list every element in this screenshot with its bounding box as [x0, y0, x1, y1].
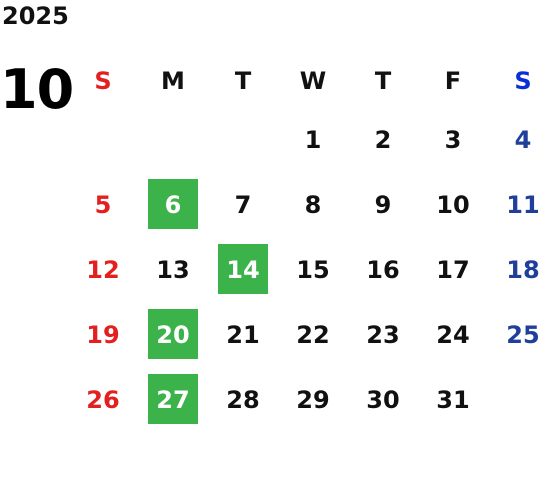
highlighted-day-cell: 6: [138, 172, 208, 237]
day-cell: 2: [348, 107, 418, 172]
day-cell: 19: [68, 302, 138, 367]
day-number: 19: [86, 320, 120, 349]
day-cell: 25: [488, 302, 548, 367]
day-number: 12: [86, 255, 120, 284]
day-number: 29: [296, 385, 330, 414]
day-number: 24: [436, 320, 470, 349]
day-number: 4: [514, 125, 532, 154]
day-number: 20: [156, 320, 190, 349]
day-number: 26: [86, 385, 120, 414]
day-cell: 1: [278, 107, 348, 172]
weekday-header-mon: M: [161, 67, 185, 95]
day-cell: 31: [418, 367, 488, 432]
day-number: 18: [506, 255, 540, 284]
highlighted-day-cell: 20: [138, 302, 208, 367]
day-number: 14: [226, 255, 260, 284]
day-cell: 3: [418, 107, 488, 172]
day-number: 7: [234, 190, 252, 219]
week-row: 26 27 28 29 30 31: [68, 367, 548, 432]
day-cell: 5: [68, 172, 138, 237]
day-number: 17: [436, 255, 470, 284]
day-cell: 13: [138, 237, 208, 302]
day-number: 25: [506, 320, 540, 349]
day-cell: 12: [68, 237, 138, 302]
day-cell: 18: [488, 237, 548, 302]
day-number: 16: [366, 255, 400, 284]
day-number: 22: [296, 320, 330, 349]
calendar-grid: S M T W T F S 1 2 3 4 5 6 7 8 9 10 11 12 13 14 15 16 17 1…: [68, 55, 548, 432]
day-number: 23: [366, 320, 400, 349]
day-cell: 11: [488, 172, 548, 237]
week-row: 5 6 7 8 9 10 11: [68, 172, 548, 237]
day-number: 2: [374, 125, 392, 154]
day-number: 15: [296, 255, 330, 284]
day-cell: 23: [348, 302, 418, 367]
weekday-header-tue: T: [234, 67, 252, 95]
day-number: 30: [366, 385, 400, 414]
day-cell: 9: [348, 172, 418, 237]
day-cell: 7: [208, 172, 278, 237]
month-number: 10: [0, 58, 74, 121]
weekday-header-sun: S: [94, 67, 112, 95]
day-number: 6: [164, 190, 182, 219]
day-cell: 21: [208, 302, 278, 367]
day-number: 3: [444, 125, 462, 154]
weekday-header-sat: S: [514, 67, 532, 95]
day-cell: 10: [418, 172, 488, 237]
day-number: 31: [436, 385, 470, 414]
day-cell: 29: [278, 367, 348, 432]
day-number: 1: [304, 125, 322, 154]
day-number: 9: [374, 190, 392, 219]
empty-day-cell: [138, 107, 208, 172]
day-cell: 17: [418, 237, 488, 302]
day-number: 8: [304, 190, 322, 219]
day-number: 28: [226, 385, 260, 414]
week-row: 1 2 3 4: [68, 107, 548, 172]
day-number: 21: [226, 320, 260, 349]
day-cell: 30: [348, 367, 418, 432]
week-row: 12 13 14 15 16 17 18: [68, 237, 548, 302]
day-cell: 28: [208, 367, 278, 432]
week-row: 19 20 21 22 23 24 25: [68, 302, 548, 367]
day-cell: 24: [418, 302, 488, 367]
day-cell: 8: [278, 172, 348, 237]
year-label: 2025: [2, 2, 69, 30]
weekday-header-row: S M T W T F S: [68, 55, 548, 107]
day-number: 27: [156, 385, 190, 414]
empty-day-cell: [68, 107, 138, 172]
highlighted-day-cell: 27: [138, 367, 208, 432]
day-cell: 4: [488, 107, 548, 172]
weekday-header-wed: W: [299, 67, 327, 95]
day-number: 11: [506, 190, 540, 219]
day-number: 10: [436, 190, 470, 219]
weekday-header-thu: T: [374, 67, 392, 95]
empty-day-cell: [208, 107, 278, 172]
day-number: 13: [156, 255, 190, 284]
weekday-header-fri: F: [444, 67, 462, 95]
day-number: 5: [94, 190, 112, 219]
empty-day-cell: [488, 367, 548, 432]
weeks-container: 1 2 3 4 5 6 7 8 9 10 11 12 13 14 15 16 17 18 19 20 21 22 23 24 2…: [68, 107, 548, 432]
highlighted-day-cell: 14: [208, 237, 278, 302]
day-cell: 15: [278, 237, 348, 302]
day-cell: 26: [68, 367, 138, 432]
day-cell: 22: [278, 302, 348, 367]
day-cell: 16: [348, 237, 418, 302]
